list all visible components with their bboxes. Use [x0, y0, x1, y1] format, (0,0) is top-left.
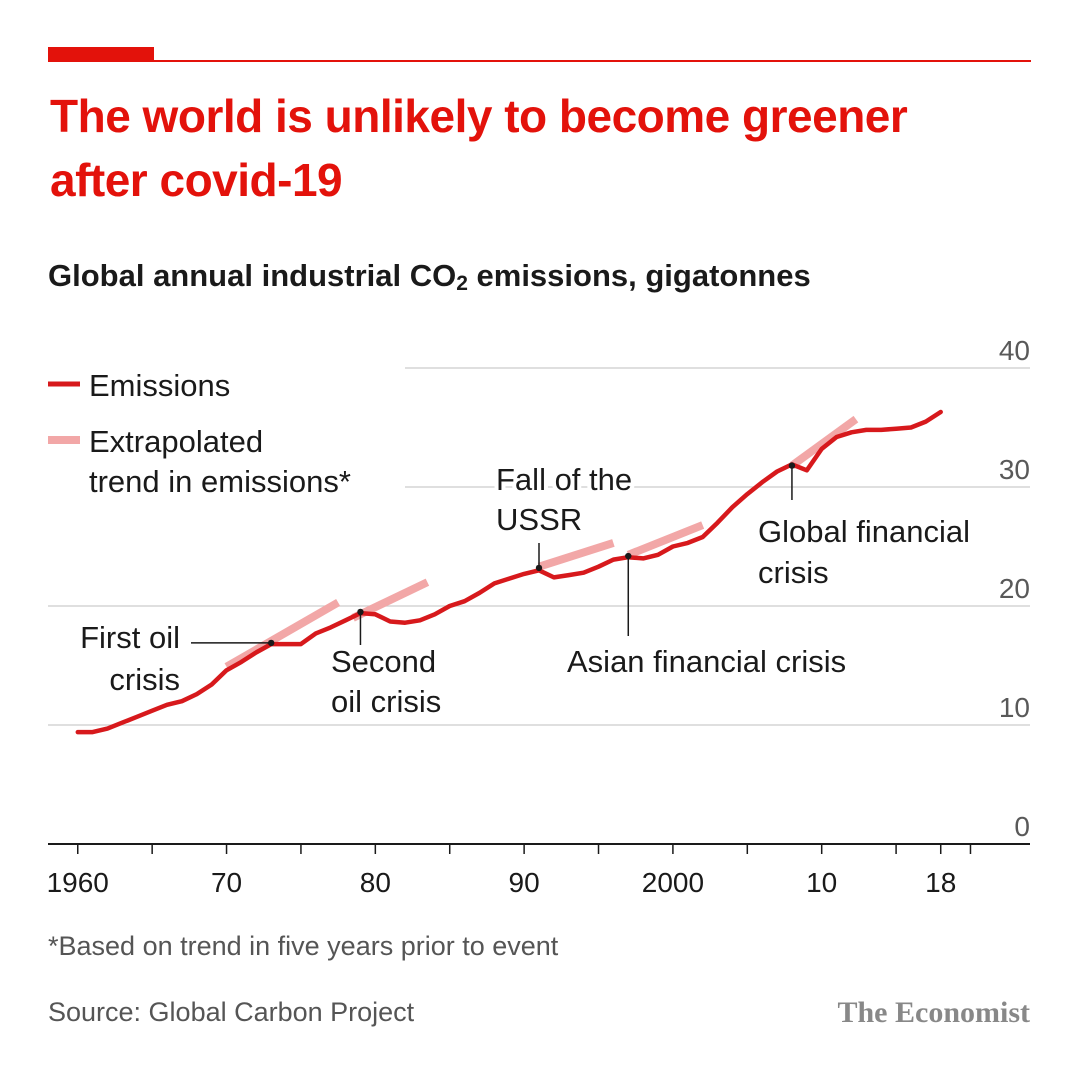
x-tick-label-2000: 2000	[642, 867, 704, 898]
y-tick-label-40: 40	[999, 335, 1030, 366]
chart-title: The world is unlikely to become greener …	[50, 90, 908, 206]
trend-line-3	[537, 539, 615, 571]
legend-emissions-label: Emissions	[89, 368, 230, 403]
brand-tab	[48, 47, 154, 62]
annotation-label-2-line-2: oil crisis	[331, 684, 441, 719]
legend-trend-label-line2: trend in emissions*	[89, 464, 351, 499]
gridlines: 0 10 20 30 40	[48, 335, 1030, 842]
chart-subtitle: Global annual industrial CO2 emissions, …	[48, 256, 811, 296]
x-tick-label-1980: 80	[360, 867, 391, 898]
annotation-label-1-line-1: First oil	[80, 620, 180, 655]
annotation-label-1-line-2: crisis	[109, 662, 180, 697]
trend-line-4	[626, 521, 705, 559]
legend-trend-label-line1: Extrapolated	[89, 424, 263, 459]
annotation-label-3-line-2: USSR	[496, 502, 582, 537]
annotation-label-5-line-1: Global financial	[758, 514, 970, 549]
y-tick-label-10: 10	[999, 692, 1030, 723]
subtitle-prefix: Global annual industrial CO	[48, 258, 457, 293]
annotation-label-2-line-1: Second	[331, 644, 436, 679]
series-line-emissions	[75, 409, 943, 735]
legend: Emissions Extrapolated trend in emission…	[48, 368, 351, 499]
annotation-dot-5	[788, 462, 796, 469]
annotation-label-4-line-1: Asian financial crisis	[567, 644, 846, 679]
x-tick-label-2010: 10	[806, 867, 837, 898]
y-tick-label-30: 30	[999, 454, 1030, 485]
source-note: Source: Global Carbon Project	[48, 997, 415, 1027]
subtitle-suffix: emissions, gigatonnes	[467, 258, 811, 293]
brand-logo: The Economist	[837, 996, 1030, 1029]
y-tick-label-0: 0	[1014, 811, 1030, 842]
x-tick-label-1960: 1960	[47, 867, 109, 898]
annotations: First oil crisis Second oil crisis Fall of t…	[76, 458, 974, 723]
top-rule	[48, 60, 1031, 62]
x-tick-label-2018: 18	[925, 867, 956, 898]
emissions-series	[75, 409, 943, 735]
x-tick-label-1990: 90	[509, 867, 540, 898]
emissions-chart: 0 10 20 30 40 1960 70 80 90 2000 10 18 Emissions E…	[47, 335, 1030, 898]
x-axis: 1960 70 80 90 2000 10 18	[47, 843, 1030, 898]
x-tick-label-1970: 70	[211, 867, 242, 898]
y-tick-label-20: 20	[999, 573, 1030, 604]
footnote: *Based on trend in five years prior to e…	[48, 931, 559, 961]
subtitle-subscript: 2	[456, 272, 468, 295]
trend-line-1	[224, 598, 341, 671]
annotation-label-3-line-1: Fall of the	[496, 462, 632, 497]
trend-line-5	[789, 415, 859, 469]
annotation-label-5-line-2: crisis	[758, 555, 829, 590]
